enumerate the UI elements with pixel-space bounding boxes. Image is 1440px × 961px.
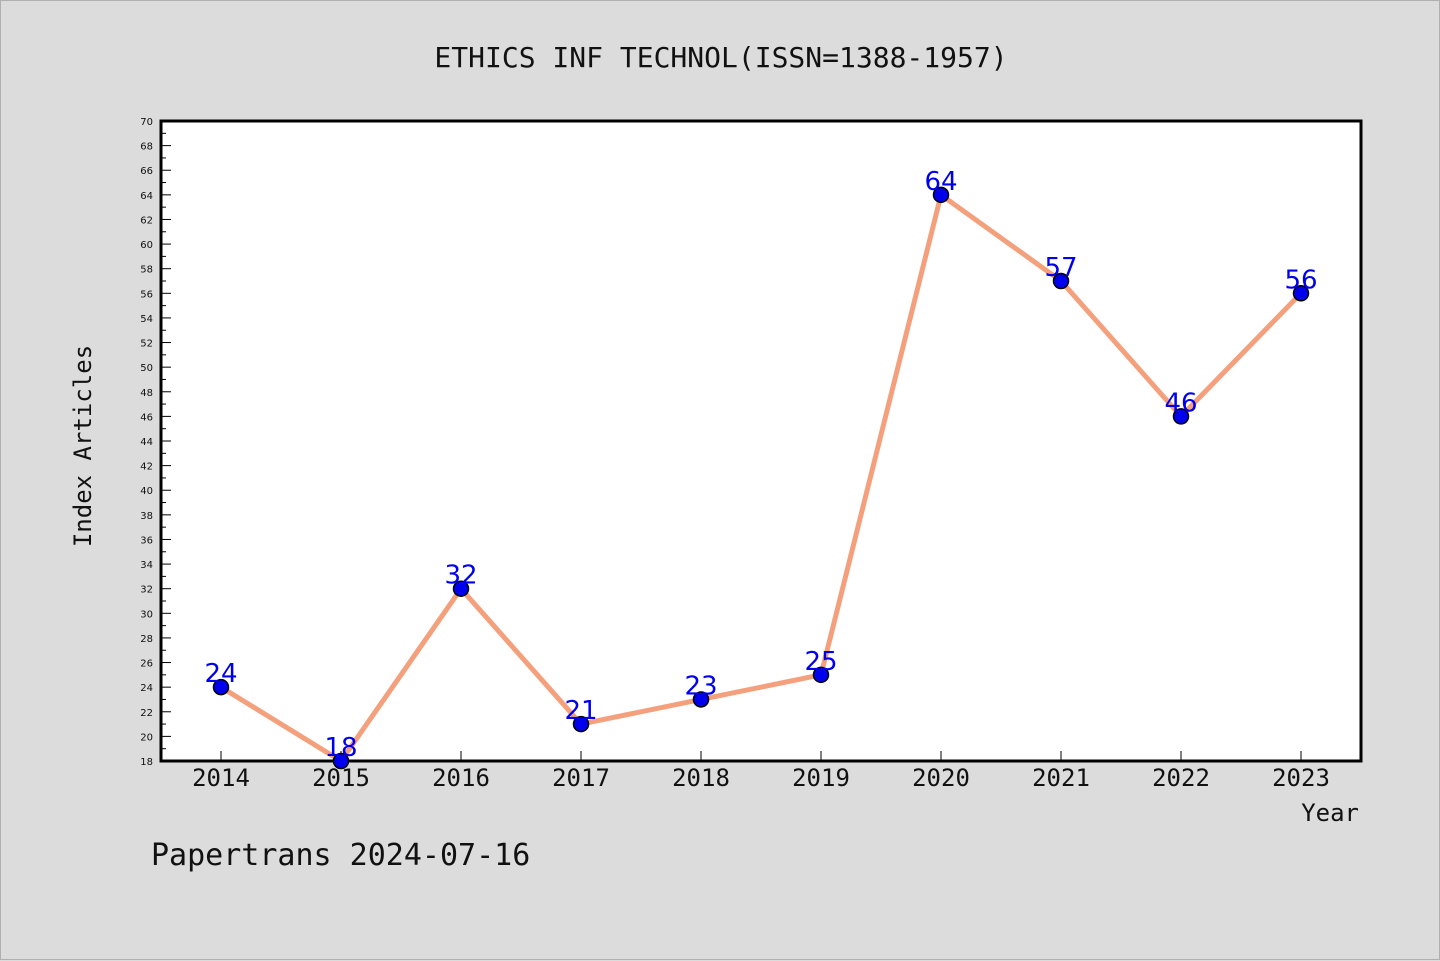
y-tick-label: 20 [140,732,153,743]
y-tick-label: 48 [140,388,153,399]
x-tick-label: 2014 [192,764,250,792]
y-tick-label: 34 [140,560,153,571]
data-label: 24 [204,659,237,689]
series-line [218,192,1304,764]
data-point [1052,272,1070,290]
x-tick-label: 2018 [672,764,730,792]
x-tick-label: 2019 [792,764,850,792]
data-point [1172,408,1190,425]
y-tick-label: 52 [140,339,153,350]
y-tick-label: 58 [140,265,153,276]
data-point [1292,285,1310,302]
y-tick-label: 42 [140,462,153,473]
x-axis-label: Year [1301,799,1359,827]
data-point [452,580,470,597]
series-points-group [212,186,1310,770]
data-label: 32 [444,561,477,591]
x-tick-label: 2017 [552,764,610,792]
y-tick-label: 64 [140,191,153,202]
data-label: 57 [1044,253,1077,283]
data-point [692,691,710,708]
x-tick-label: 2016 [432,764,490,792]
data-label: 21 [564,696,597,726]
x-tick-label: 2023 [1272,764,1330,792]
y-tick-label: 62 [140,215,153,226]
footer-watermark: Papertrans 2024-07-16 [151,838,530,873]
y-tick-label: 26 [140,659,153,670]
y-axis: 18 20 22 24 26 28 30 32 34 36 38 40 42 44 46 48 50 52 54 56… [140,117,171,768]
data-label: 25 [804,647,837,677]
data-point [932,186,950,204]
y-tick-label: 66 [140,166,153,177]
y-tick-label: 54 [140,314,153,325]
y-tick-label: 60 [140,240,153,251]
y-axis-label: Index Articles [69,345,97,547]
plot-area [159,119,1363,763]
y-tick-label: 68 [140,142,153,153]
data-point [572,715,590,733]
y-tick-label: 44 [140,437,153,448]
y-tick-label: 18 [140,757,153,768]
x-tick-label: 2020 [912,764,970,792]
y-tick-label: 28 [140,634,153,645]
data-label: 23 [684,671,717,701]
data-label: 18 [324,733,357,763]
data-label: 64 [924,167,957,197]
data-point [212,678,230,696]
y-tick-label: 70 [140,117,153,128]
y-tick-label: 46 [140,412,153,423]
data-point [812,666,830,684]
y-tick-label: 36 [140,535,153,546]
x-tick-label: 2022 [1152,764,1210,792]
y-tick-label: 30 [140,609,153,620]
series-line-group [218,192,1304,764]
y-tick-label: 32 [140,585,153,596]
chart-title: ETHICS INF TECHNOL(ISSN=1388-1957) [434,41,1007,74]
y-tick-label: 24 [140,683,153,694]
data-point [332,752,350,770]
data-label: 56 [1284,265,1317,295]
data-labels-group: 24 18 32 21 23 25 64 57 46 56 [204,167,1317,763]
y-tick-label: 38 [140,511,153,522]
y-tick-label: 56 [140,289,153,300]
y-tick-label: 40 [140,486,153,497]
y-tick-label: 50 [140,363,153,374]
x-tick-label: 2021 [1032,764,1090,792]
y-tick-label: 22 [140,708,153,719]
data-label: 46 [1164,388,1197,418]
